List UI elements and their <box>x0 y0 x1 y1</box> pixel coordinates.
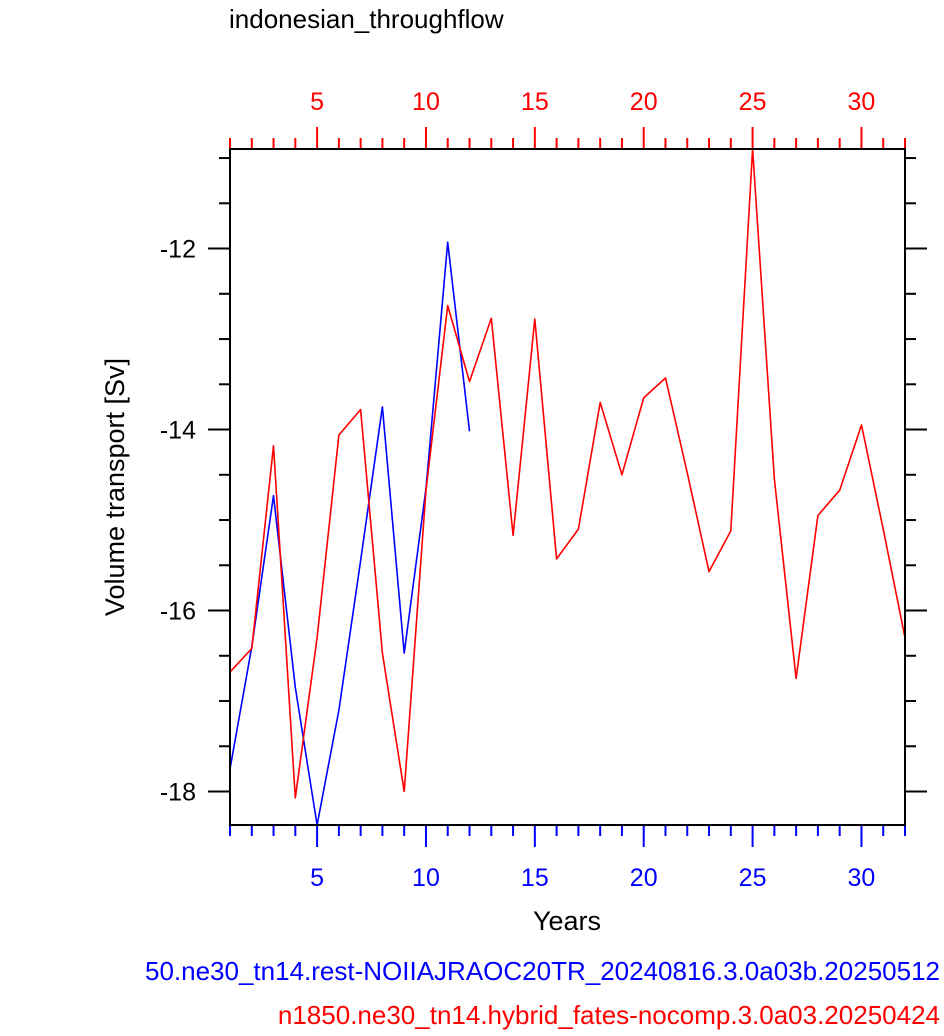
series-line-red <box>229 148 906 799</box>
x-tick-label-bottom: 10 <box>412 864 440 892</box>
series-caption-red: n1850.ne30_tn14.hybrid_fates-nocomp.3.0a… <box>278 1000 940 1030</box>
y-axis-label: Volume transport [Sv] <box>100 358 130 616</box>
tick-labels: 5 5 10 10 15 15 20 20 25 25 30 30 -12 -14 -16 -18 <box>160 88 875 892</box>
y-tick-label: -14 <box>160 417 196 445</box>
x-tick-label-bottom: 30 <box>848 864 876 892</box>
series-caption-blue: 50.ne30_tn14.rest-NOIIAJRAOC20TR_2024081… <box>145 956 940 986</box>
x-tick-label-bottom: 20 <box>630 864 658 892</box>
chart-title: indonesian_throughflow <box>229 4 504 34</box>
y-tick-label: -12 <box>160 236 196 264</box>
plot-frame <box>229 148 906 826</box>
x-tick-label-bottom: 15 <box>521 864 549 892</box>
x-tick-label-bottom: 25 <box>739 864 767 892</box>
axis-ticks <box>208 127 927 847</box>
series-layer <box>229 148 906 826</box>
y-tick-label: -18 <box>160 779 196 807</box>
x-axis-label: Years <box>533 906 601 936</box>
x-tick-label-top: 25 <box>739 88 767 116</box>
x-tick-label-top: 15 <box>521 88 549 116</box>
series-line-blue <box>229 241 471 826</box>
x-tick-label-bottom: 5 <box>310 864 324 892</box>
x-tick-label-top: 20 <box>630 88 658 116</box>
x-tick-label-top: 10 <box>412 88 440 116</box>
x-tick-label-top: 30 <box>848 88 876 116</box>
x-tick-label-top: 5 <box>310 88 324 116</box>
y-tick-label: -16 <box>160 598 196 626</box>
